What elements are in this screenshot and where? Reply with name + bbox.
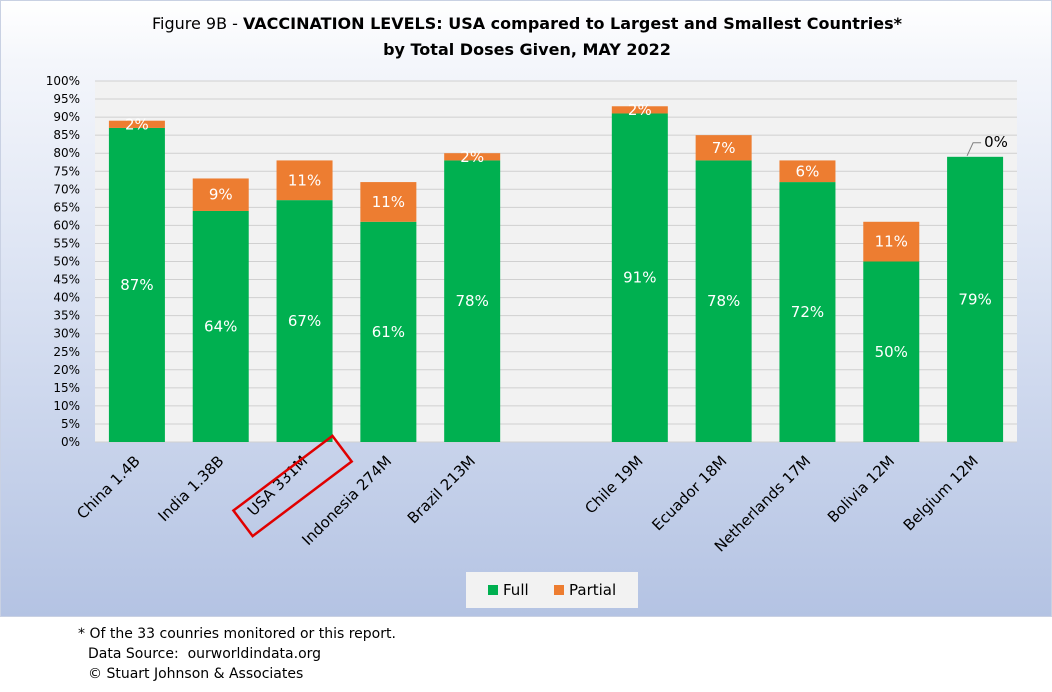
y-tick-label: 60% xyxy=(53,218,80,232)
bar-full xyxy=(360,221,417,442)
y-tick-label: 20% xyxy=(53,363,80,377)
chart-title-main: VACCINATION LEVELS: USA compared to Larg… xyxy=(243,14,903,33)
y-tick-label: 40% xyxy=(53,291,80,305)
legend-label: Full xyxy=(503,581,529,599)
bar-partial-label: 2% xyxy=(460,148,484,166)
bar-partial-label: 7% xyxy=(712,139,736,157)
y-tick-label: 50% xyxy=(53,255,80,269)
bar-partial xyxy=(276,160,333,201)
highlight-box xyxy=(231,434,354,538)
y-tick-label: 10% xyxy=(53,399,80,413)
y-tick-label: 30% xyxy=(53,327,80,341)
y-tick-label: 15% xyxy=(53,381,80,395)
bar-partial-label: 11% xyxy=(288,171,321,189)
bar-partial xyxy=(611,106,668,114)
bar-partial-label: 0% xyxy=(984,133,1008,151)
y-tick-label: 5% xyxy=(61,417,80,431)
bar-full-label: 87% xyxy=(120,276,153,294)
bar-full-label: 79% xyxy=(958,290,991,308)
footnotes: * Of the 33 counries monitored or this r… xyxy=(78,624,396,684)
bar-full-label: 64% xyxy=(204,317,237,335)
y-tick-label: 0% xyxy=(61,435,80,449)
x-tick-label: USA 331M xyxy=(244,452,311,519)
footnote-copyright: © Stuart Johnson & Associates xyxy=(88,666,304,682)
y-tick-label: 95% xyxy=(53,92,80,106)
x-tick-label: India 1.38B xyxy=(155,452,228,525)
bar-full-label: 78% xyxy=(707,292,740,310)
y-tick-label: 35% xyxy=(53,309,80,323)
bar-full xyxy=(108,127,165,443)
x-tick-label: China 1.4B xyxy=(73,452,144,523)
bar-full-label: 78% xyxy=(456,292,489,310)
y-tick-label: 80% xyxy=(53,146,80,160)
bar-partial-label: 6% xyxy=(796,162,820,180)
y-tick-label: 85% xyxy=(53,128,80,142)
bar-partial-label: 11% xyxy=(372,193,405,211)
bar-full xyxy=(947,156,1004,442)
y-tick-label: 70% xyxy=(53,182,80,196)
bar-full-label: 72% xyxy=(791,303,824,321)
bar-partial xyxy=(108,120,165,128)
footnote-source: Data Source: ourworldindata.org xyxy=(88,646,322,662)
bar-partial-label: 11% xyxy=(875,233,908,251)
x-tick-label: Bolivia 12M xyxy=(824,452,898,526)
bar-full xyxy=(444,160,501,443)
bar-full-label: 61% xyxy=(372,323,405,341)
y-tick-label: 90% xyxy=(53,110,80,124)
bar-full xyxy=(192,210,249,442)
bar-partial xyxy=(695,135,752,161)
bar-full xyxy=(611,113,668,443)
legend-swatch xyxy=(554,585,564,595)
bar-partial xyxy=(863,221,920,262)
bar-full-label: 91% xyxy=(623,269,656,287)
x-tick-label: Chile 19M xyxy=(581,452,646,517)
legend-label: Partial xyxy=(569,581,616,599)
y-tick-label: 65% xyxy=(53,200,80,214)
chart-area: Figure 9B - VACCINATION LEVELS: USA comp… xyxy=(0,0,1052,617)
x-tick-label: Brazil 213M xyxy=(404,452,479,527)
bar-full xyxy=(779,182,836,442)
bar-partial-label: 2% xyxy=(628,101,652,119)
y-tick-label: 25% xyxy=(53,345,80,359)
chart-title: Figure 9B - VACCINATION LEVELS: USA comp… xyxy=(1,14,1052,33)
x-tick-label: Ecuador 18M xyxy=(648,452,730,534)
y-tick-label: 100% xyxy=(46,74,80,88)
y-tick-label: 45% xyxy=(53,273,80,287)
bar-partial-label: 9% xyxy=(209,186,233,204)
bar-full-label: 50% xyxy=(875,343,908,361)
bar-full xyxy=(695,160,752,443)
bar-full xyxy=(863,261,920,442)
bar-partial xyxy=(444,153,501,161)
chart-title-prefix: Figure 9B - xyxy=(151,14,243,33)
chart-subtitle: by Total Doses Given, MAY 2022 xyxy=(383,40,671,59)
footnote-note: * Of the 33 counries monitored or this r… xyxy=(78,626,396,642)
x-tick-label: Belgium 12M xyxy=(900,452,982,534)
bar-partial-leader xyxy=(966,142,982,157)
y-tick-label: 75% xyxy=(53,164,80,178)
legend-swatch xyxy=(488,585,498,595)
bar-partial xyxy=(779,160,836,183)
chart-svg: 0% 5% 10% 15% 20% 25% 30% 35% 40% 45% 50% 55% 60% 65%… xyxy=(46,74,1017,608)
bar-full-label: 67% xyxy=(288,312,321,330)
bar-full xyxy=(276,200,333,442)
bar-partial xyxy=(192,178,249,211)
bar-partial-label: 2% xyxy=(125,115,149,133)
bar-partial xyxy=(360,182,417,222)
y-tick-label: 55% xyxy=(53,236,80,250)
